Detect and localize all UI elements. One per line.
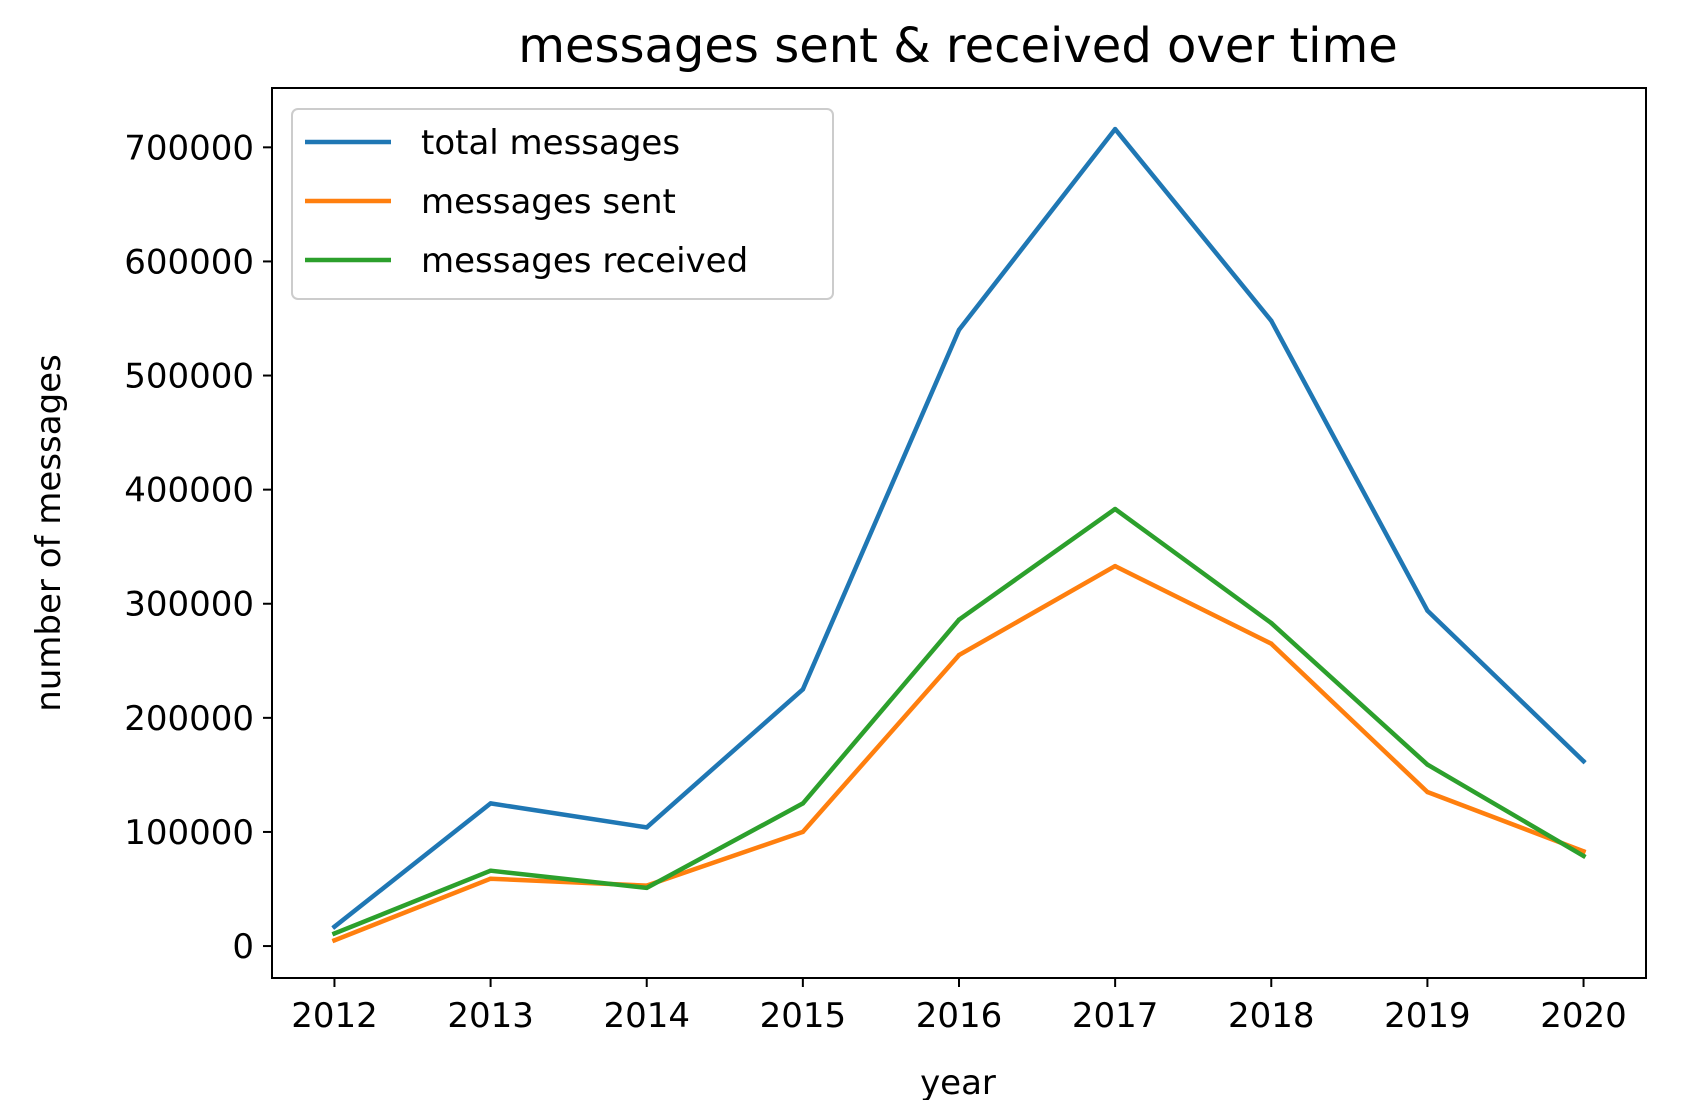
y-axis-label: number of messages bbox=[29, 354, 69, 712]
legend: total messages messages sent messages rece… bbox=[291, 108, 834, 300]
data-point-messages-received bbox=[1581, 853, 1586, 859]
legend-box bbox=[291, 108, 834, 300]
x-tick-label: 2013 bbox=[447, 996, 534, 1036]
x-axis-label: year bbox=[920, 1063, 996, 1100]
data-point-total-messages bbox=[1112, 126, 1118, 132]
data-point-total-messages bbox=[644, 825, 649, 830]
data-point-messages-sent bbox=[1112, 563, 1118, 569]
y-tick-label: 100000 bbox=[124, 813, 254, 853]
y-tick-label: 400000 bbox=[124, 471, 254, 511]
legend-items: total messages messages sent messages rece… bbox=[305, 123, 748, 281]
y-tick-label: 500000 bbox=[124, 357, 254, 397]
data-point-messages-sent bbox=[488, 876, 493, 881]
data-point-messages-received bbox=[1425, 762, 1430, 767]
data-point-messages-received bbox=[488, 868, 493, 873]
data-point-messages-received bbox=[800, 801, 806, 806]
legend-label-messages-received: messages received bbox=[421, 241, 748, 281]
x-tick-label: 2019 bbox=[1384, 996, 1471, 1036]
x-tick-label: 2018 bbox=[1228, 996, 1315, 1036]
data-point-messages-received bbox=[644, 885, 649, 891]
data-point-total-messages bbox=[488, 801, 493, 806]
data-point-messages-sent bbox=[1581, 849, 1586, 854]
y-axis: 0 100000 200000 300000 400000 500000 600000 700… bbox=[124, 128, 272, 967]
data-point-messages-received bbox=[1269, 620, 1274, 626]
y-tick-label: 200000 bbox=[124, 699, 254, 739]
x-tick-label: 2012 bbox=[291, 996, 378, 1036]
x-tick-label: 2020 bbox=[1540, 996, 1627, 1036]
series-line-messages-received bbox=[331, 506, 1587, 937]
x-tick-label: 2015 bbox=[760, 996, 847, 1036]
data-point-messages-received bbox=[956, 617, 962, 622]
data-point-messages-sent bbox=[332, 938, 337, 943]
chart-title: messages sent & received over time bbox=[518, 18, 1398, 74]
y-tick-label: 700000 bbox=[124, 128, 254, 168]
data-point-total-messages bbox=[800, 687, 806, 692]
x-axis: 2012 2013 2014 2015 2016 2017 2018 2019 2020 bbox=[291, 978, 1627, 1036]
legend-label-total-messages: total messages bbox=[421, 123, 680, 163]
legend-label-messages-sent: messages sent bbox=[421, 182, 676, 222]
data-point-messages-received bbox=[1112, 506, 1118, 512]
x-tick-label: 2017 bbox=[1072, 996, 1159, 1036]
y-tick-label: 300000 bbox=[124, 585, 254, 625]
data-point-messages-sent bbox=[1425, 789, 1430, 795]
series-lines bbox=[331, 126, 1587, 944]
data-point-total-messages bbox=[1269, 318, 1274, 323]
data-point-messages-received bbox=[332, 931, 337, 936]
x-tick-label: 2014 bbox=[603, 996, 690, 1036]
data-point-total-messages bbox=[332, 924, 337, 929]
data-point-total-messages bbox=[956, 327, 962, 333]
y-tick-label: 600000 bbox=[124, 242, 254, 282]
data-point-messages-sent bbox=[800, 829, 806, 835]
data-point-messages-sent bbox=[956, 652, 962, 658]
data-point-messages-sent bbox=[1269, 641, 1274, 646]
y-tick-label: 0 bbox=[232, 927, 254, 967]
x-tick-label: 2016 bbox=[916, 996, 1003, 1036]
data-point-total-messages bbox=[1581, 759, 1586, 764]
data-point-total-messages bbox=[1425, 608, 1430, 613]
